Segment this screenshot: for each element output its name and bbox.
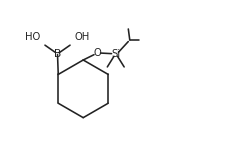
Text: O: O (93, 48, 101, 58)
Text: Si: Si (111, 49, 120, 59)
Text: B: B (54, 49, 61, 59)
Text: HO: HO (25, 32, 40, 42)
Text: OH: OH (74, 32, 89, 42)
